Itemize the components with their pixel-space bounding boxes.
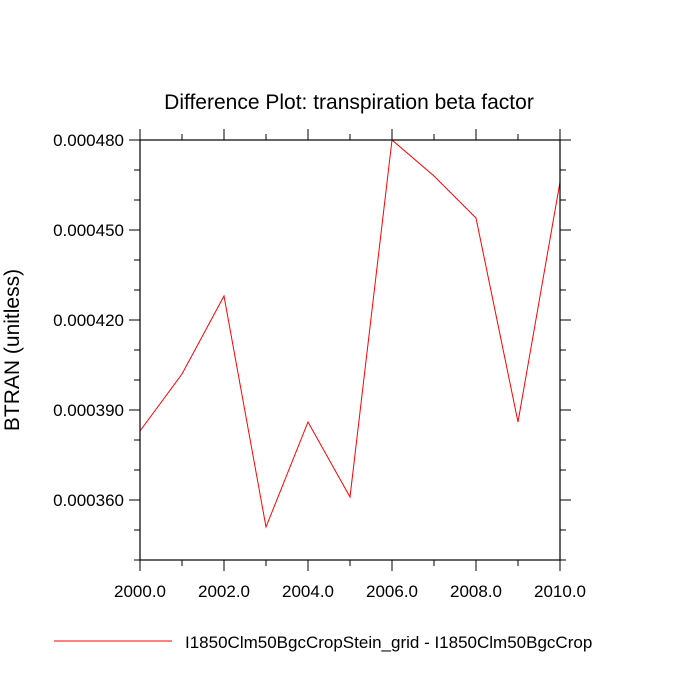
y-axis-ticks: 0.000360 0.000390 0.000420 0.000450 0.000480	[53, 131, 571, 561]
x-axis-ticks: 2000.0 2002.0 2004.0 2006.0 2008.0 2010.0	[114, 129, 586, 601]
data-point	[476, 218, 477, 219]
plot-frame	[139, 139, 561, 561]
series-points	[140, 140, 561, 528]
data-point	[518, 422, 519, 423]
x-tick-label: 2008.0	[450, 582, 502, 601]
legend: I1850Clm50BgcCropStein_grid - I1850Clm50…	[54, 633, 592, 652]
x-tick-label: 2010.0	[534, 582, 586, 601]
x-tick-label: 2004.0	[282, 582, 334, 601]
y-tick-label: 0.000390	[53, 401, 124, 420]
y-tick-label: 0.000450	[53, 221, 124, 240]
data-point	[308, 422, 309, 423]
x-tick-label: 2002.0	[198, 582, 250, 601]
data-point	[224, 296, 225, 297]
legend-label: I1850Clm50BgcCropStein_grid - I1850Clm50…	[185, 633, 592, 652]
data-point	[182, 374, 183, 375]
y-tick-label: 0.000480	[53, 131, 124, 150]
chart-title: Difference Plot: transpiration beta fact…	[164, 91, 534, 114]
data-point	[434, 176, 435, 177]
y-tick-label: 0.000420	[53, 311, 124, 330]
series-line	[139, 139, 561, 529]
y-axis-label: BTRAN (unitless)	[1, 269, 24, 431]
x-tick-label: 2006.0	[366, 582, 418, 601]
data-point	[350, 497, 351, 498]
y-tick-label: 0.000360	[53, 491, 124, 510]
data-point	[266, 527, 267, 528]
x-tick-label: 2000.0	[114, 582, 166, 601]
